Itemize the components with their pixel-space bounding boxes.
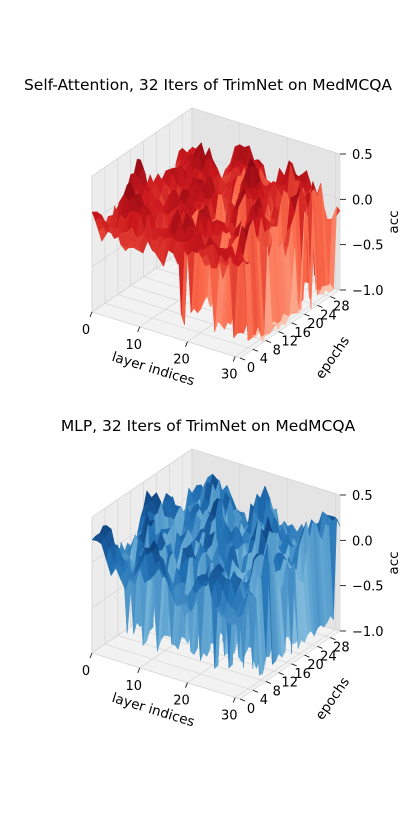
y-tick-mark [252, 689, 259, 693]
z-axis-label: acc [386, 210, 402, 233]
y-tick-mark [317, 304, 323, 308]
y-tick-mark [304, 654, 310, 658]
x-tick-label: 0 [82, 664, 90, 679]
x-tick-mark [185, 341, 188, 347]
y-tick-label: 24 [320, 649, 337, 664]
z-tick-label: 0.0 [352, 534, 373, 549]
y-tick-label: 4 [260, 693, 268, 708]
surface [91, 142, 341, 343]
y-tick-mark [278, 331, 284, 335]
x-tick-label: 20 [173, 694, 190, 709]
self-attention-surface-plot: Self-Attention, 32 Iters of TrimNet on M… [24, 76, 402, 389]
y-tick-mark [239, 698, 246, 702]
x-tick-mark [89, 311, 93, 318]
chart-title: MLP, 32 Iters of TrimNet on MedMCQA [61, 417, 356, 435]
z-tick-label: 0.5 [352, 489, 373, 504]
y-tick-mark [278, 672, 284, 676]
y-tick-mark [265, 340, 271, 343]
surface-patch [234, 614, 244, 633]
surface [91, 473, 341, 676]
z-axis-label: acc [386, 551, 402, 574]
mlp-surface-plot: MLP, 32 Iters of TrimNet on MedMCQA 0 10 2… [61, 417, 402, 730]
y-tick-mark [239, 357, 246, 361]
y-tick-label: 12 [281, 335, 298, 350]
z-tick-label: 0.5 [352, 148, 373, 163]
y-tick-label: 12 [281, 676, 298, 691]
y-tick-mark [317, 645, 323, 649]
y-tick-mark [291, 322, 297, 326]
y-tick-label: 8 [273, 343, 281, 358]
x-tick-mark [232, 697, 236, 703]
y-tick-label: 20 [307, 658, 324, 673]
y-tick-label: 24 [320, 308, 337, 323]
y-tick-mark [330, 296, 336, 299]
y-tick-label: 0 [247, 702, 255, 717]
y-tick-mark [265, 681, 271, 684]
y-tick-mark [291, 663, 297, 667]
y-tick-label: 28 [333, 641, 350, 656]
z-tick-label: −1.0 [352, 625, 384, 640]
y-tick-mark [330, 637, 336, 640]
x-tick-label: 0 [82, 323, 90, 338]
y-axis-label: epochs [312, 333, 353, 382]
x-tick-mark [89, 652, 93, 659]
chart-title: Self-Attention, 32 Iters of TrimNet on M… [24, 76, 392, 94]
x-tick-mark [232, 356, 236, 362]
y-tick-label: 0 [247, 361, 255, 376]
x-tick-label: 20 [173, 353, 190, 368]
y-tick-label: 8 [273, 684, 281, 699]
z-tick-label: 0.0 [352, 193, 373, 208]
x-tick-mark [137, 326, 141, 332]
z-tick-label: −0.5 [352, 239, 384, 254]
x-tick-label: 10 [125, 679, 142, 694]
x-tick-label: 10 [125, 338, 142, 353]
gridline [91, 448, 341, 518]
y-tick-mark [304, 313, 310, 317]
y-tick-label: 20 [307, 317, 324, 332]
y-tick-mark [252, 348, 259, 352]
y-tick-label: 16 [294, 667, 311, 682]
y-tick-label: 16 [294, 326, 311, 341]
z-tick-label: −1.0 [352, 284, 384, 299]
surface-patch [235, 256, 244, 267]
z-tick-label: −0.5 [352, 580, 384, 595]
y-tick-label: 28 [333, 300, 350, 315]
x-tick-label: 30 [221, 709, 238, 724]
x-tick-mark [185, 682, 188, 688]
x-tick-mark [137, 667, 141, 673]
y-axis-label: epochs [312, 674, 353, 723]
y-tick-label: 4 [260, 352, 268, 367]
x-tick-label: 30 [221, 368, 238, 383]
gridline [91, 107, 341, 177]
